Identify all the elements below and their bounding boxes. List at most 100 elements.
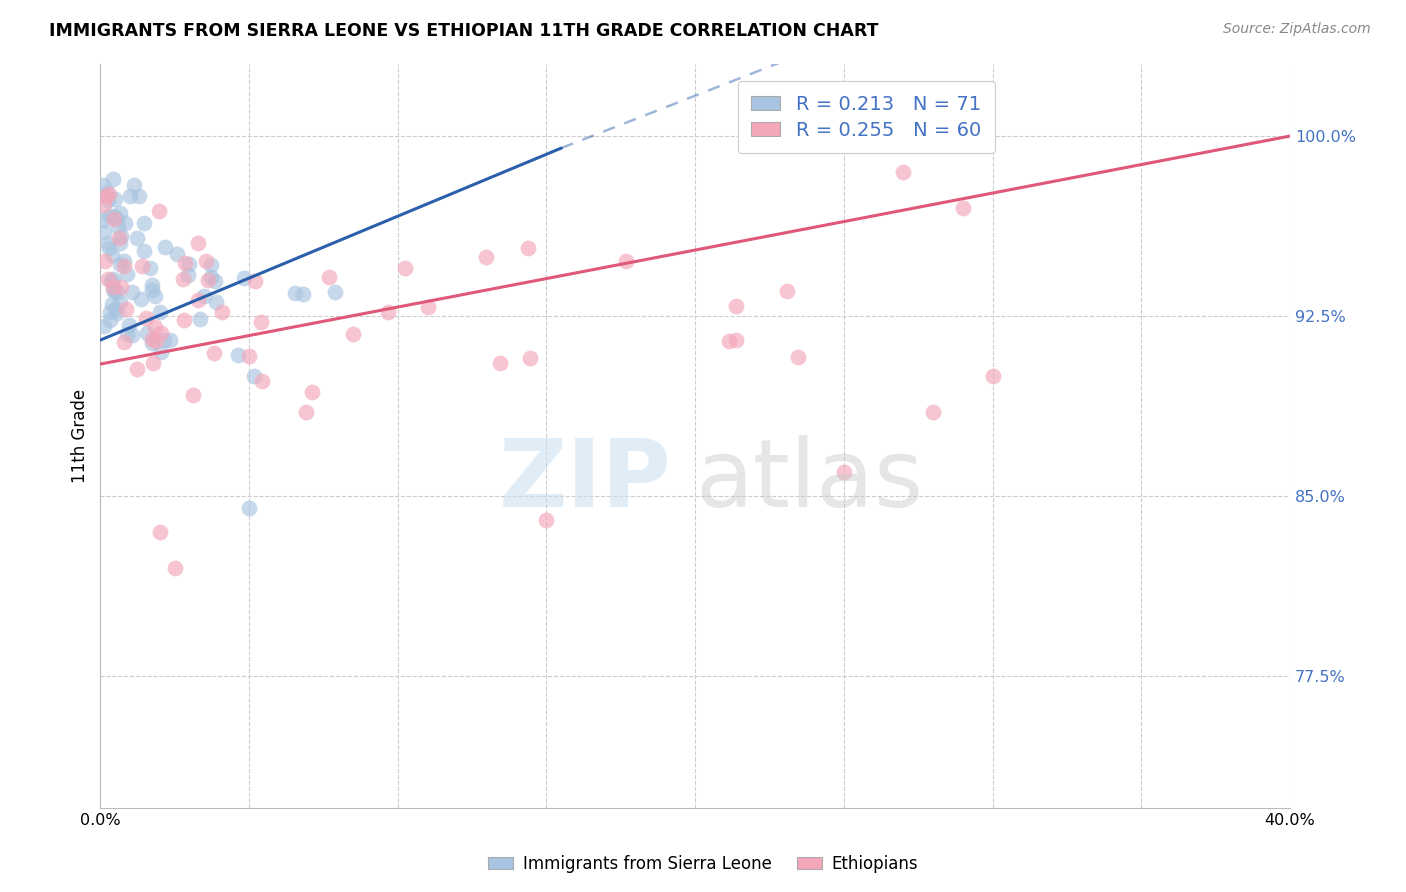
Point <box>174 256 197 270</box>
Point <box>125 362 148 376</box>
Point <box>245 274 267 288</box>
Text: IMMIGRANTS FROM SIERRA LEONE VS ETHIOPIAN 11TH GRADE CORRELATION CHART: IMMIGRANTS FROM SIERRA LEONE VS ETHIOPIA… <box>49 22 879 40</box>
Point <box>141 336 163 351</box>
Point <box>149 345 172 359</box>
Point <box>121 327 143 342</box>
Point <box>342 326 364 341</box>
Point <box>141 283 163 297</box>
Point <box>292 287 315 301</box>
Point <box>187 293 209 308</box>
Point <box>519 351 541 366</box>
Point <box>108 206 131 220</box>
Point <box>107 219 129 234</box>
Point <box>197 272 219 286</box>
Point <box>131 259 153 273</box>
Point <box>141 333 163 347</box>
Point <box>250 374 273 388</box>
Point <box>141 277 163 292</box>
Y-axis label: 11th Grade: 11th Grade <box>72 389 89 483</box>
Point <box>114 216 136 230</box>
Point <box>115 301 138 316</box>
Point <box>489 356 512 370</box>
Point <box>105 306 128 320</box>
Point <box>832 465 855 479</box>
Point <box>114 335 136 350</box>
Point <box>143 289 166 303</box>
Point <box>893 165 915 179</box>
Point <box>200 258 222 272</box>
Point <box>172 271 194 285</box>
Point <box>120 189 142 203</box>
Point <box>166 247 188 261</box>
Point <box>474 250 496 264</box>
Point <box>149 305 172 319</box>
Point <box>718 334 741 348</box>
Point <box>112 260 135 274</box>
Point <box>776 284 799 298</box>
Point <box>135 310 157 325</box>
Point <box>93 178 115 192</box>
Point <box>163 561 186 575</box>
Point <box>96 185 118 199</box>
Point <box>145 334 167 349</box>
Point <box>97 235 120 250</box>
Point <box>922 405 945 419</box>
Point <box>101 297 124 311</box>
Point <box>108 236 131 251</box>
Point <box>202 346 225 360</box>
Point <box>228 348 250 362</box>
Point <box>250 314 273 328</box>
Point <box>93 225 115 239</box>
Point <box>614 254 637 268</box>
Point <box>211 305 233 319</box>
Point <box>117 318 139 332</box>
Point <box>243 369 266 384</box>
Point <box>394 260 416 275</box>
Point <box>981 369 1004 384</box>
Point <box>284 285 307 300</box>
Point <box>318 270 340 285</box>
Point <box>238 349 260 363</box>
Point <box>188 311 211 326</box>
Point <box>98 304 121 318</box>
Point <box>105 285 128 300</box>
Point <box>98 240 121 254</box>
Point <box>98 209 121 223</box>
Text: Source: ZipAtlas.com: Source: ZipAtlas.com <box>1223 22 1371 37</box>
Point <box>101 248 124 262</box>
Point <box>301 384 323 399</box>
Point <box>148 203 170 218</box>
Point <box>104 301 127 316</box>
Point <box>129 293 152 307</box>
Point <box>150 326 173 341</box>
Legend: Immigrants from Sierra Leone, Ethiopians: Immigrants from Sierra Leone, Ethiopians <box>481 848 925 880</box>
Point <box>93 212 115 227</box>
Point <box>516 241 538 255</box>
Point <box>103 280 125 294</box>
Point <box>93 198 115 212</box>
Point <box>108 231 131 245</box>
Point <box>187 236 209 251</box>
Point <box>153 240 176 254</box>
Point <box>136 326 159 340</box>
Point <box>112 253 135 268</box>
Point <box>952 201 974 215</box>
Point <box>204 274 226 288</box>
Point <box>98 186 121 201</box>
Legend: R = 0.213   N = 71, R = 0.255   N = 60: R = 0.213 N = 71, R = 0.255 N = 60 <box>738 81 995 153</box>
Point <box>724 334 747 348</box>
Point <box>108 294 131 309</box>
Point <box>139 261 162 276</box>
Point <box>152 333 174 347</box>
Point <box>110 280 132 294</box>
Point <box>177 257 200 271</box>
Point <box>142 356 165 370</box>
Point <box>536 513 558 527</box>
Point <box>377 305 399 319</box>
Point <box>232 271 254 285</box>
Point <box>94 189 117 203</box>
Point <box>104 192 127 206</box>
Point <box>128 189 150 203</box>
Point <box>101 283 124 297</box>
Point <box>149 524 172 539</box>
